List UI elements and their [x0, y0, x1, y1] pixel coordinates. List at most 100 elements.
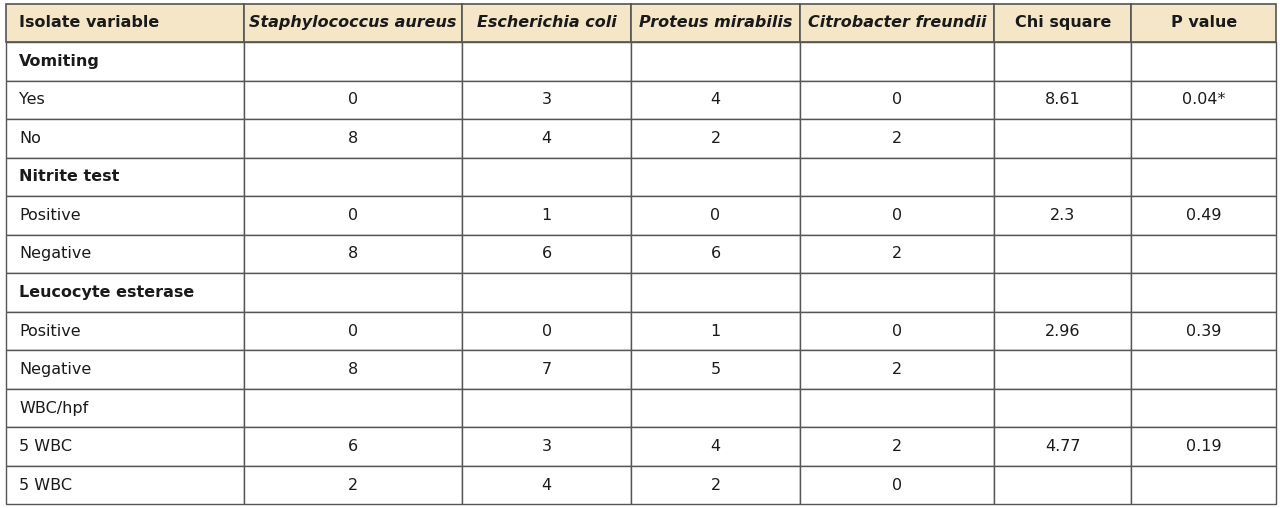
Bar	[800, 351, 995, 389]
Bar	[462, 466, 631, 504]
Bar	[800, 312, 995, 351]
Text: 2.3: 2.3	[1050, 208, 1075, 223]
Bar	[6, 42, 244, 81]
Bar	[1132, 157, 1276, 196]
Bar	[995, 427, 1132, 466]
Bar	[6, 42, 244, 81]
Text: 5: 5	[710, 362, 721, 377]
Bar	[6, 119, 244, 157]
Bar	[6, 427, 244, 466]
Bar	[462, 351, 631, 389]
Text: Isolate variable: Isolate variable	[19, 15, 160, 30]
Bar	[1132, 427, 1276, 466]
Bar	[995, 351, 1132, 389]
Text: Escherichia coli: Escherichia coli	[477, 15, 617, 30]
Bar	[800, 466, 995, 504]
Bar	[244, 273, 462, 312]
Bar	[800, 42, 995, 81]
Text: 3: 3	[541, 92, 552, 107]
Bar	[244, 157, 462, 196]
Bar	[995, 81, 1132, 119]
Bar	[995, 157, 1132, 196]
Bar	[6, 427, 244, 466]
Bar	[6, 196, 244, 235]
Bar	[800, 4, 995, 42]
Bar	[244, 466, 462, 504]
Bar	[244, 119, 462, 157]
Text: 2: 2	[348, 478, 358, 493]
Bar	[462, 4, 631, 42]
Text: 8.61: 8.61	[1044, 92, 1080, 107]
Bar	[1132, 312, 1276, 351]
Bar	[631, 273, 800, 312]
Bar	[1132, 273, 1276, 312]
Bar	[800, 119, 995, 157]
Bar	[631, 351, 800, 389]
Bar	[462, 196, 631, 235]
Bar	[244, 4, 462, 42]
Bar	[800, 196, 995, 235]
Bar	[631, 273, 800, 312]
Text: Positive: Positive	[19, 208, 81, 223]
Bar	[631, 196, 800, 235]
Bar	[462, 235, 631, 273]
Bar	[1132, 389, 1276, 427]
Bar	[244, 42, 462, 81]
Bar	[800, 235, 995, 273]
Bar	[995, 466, 1132, 504]
Bar	[995, 196, 1132, 235]
Text: 1: 1	[710, 324, 721, 338]
Text: 0.19: 0.19	[1187, 439, 1221, 454]
Bar	[800, 119, 995, 157]
Bar	[631, 312, 800, 351]
Bar	[244, 81, 462, 119]
Text: 8: 8	[348, 362, 358, 377]
Bar	[244, 81, 462, 119]
Bar	[1132, 119, 1276, 157]
Bar	[6, 273, 244, 312]
Bar	[800, 427, 995, 466]
Text: 2: 2	[892, 362, 902, 377]
Text: 0: 0	[892, 478, 902, 493]
Bar	[244, 157, 462, 196]
Bar	[800, 273, 995, 312]
Bar	[995, 119, 1132, 157]
Bar	[1132, 466, 1276, 504]
Text: 1: 1	[541, 208, 552, 223]
Bar	[631, 389, 800, 427]
Bar	[800, 312, 995, 351]
Bar	[462, 389, 631, 427]
Text: 2: 2	[892, 439, 902, 454]
Bar	[462, 351, 631, 389]
Bar	[995, 119, 1132, 157]
Text: 0: 0	[710, 208, 721, 223]
Text: Staphylococcus aureus: Staphylococcus aureus	[250, 15, 457, 30]
Bar	[244, 351, 462, 389]
Text: 2: 2	[892, 131, 902, 146]
Bar	[6, 389, 244, 427]
Bar	[631, 235, 800, 273]
Bar	[800, 81, 995, 119]
Bar	[800, 427, 995, 466]
Text: Negative: Negative	[19, 362, 91, 377]
Bar	[244, 235, 462, 273]
Bar	[6, 389, 244, 427]
Bar	[1132, 235, 1276, 273]
Bar	[631, 466, 800, 504]
Bar	[995, 312, 1132, 351]
Bar	[631, 81, 800, 119]
Text: 2: 2	[710, 478, 721, 493]
Bar	[631, 157, 800, 196]
Bar	[995, 389, 1132, 427]
Bar	[631, 351, 800, 389]
Bar	[244, 196, 462, 235]
Bar	[995, 4, 1132, 42]
Bar	[995, 157, 1132, 196]
Bar	[1132, 312, 1276, 351]
Bar	[800, 466, 995, 504]
Bar	[244, 273, 462, 312]
Bar	[995, 273, 1132, 312]
Text: 3: 3	[541, 439, 552, 454]
Text: 7: 7	[541, 362, 552, 377]
Bar	[631, 119, 800, 157]
